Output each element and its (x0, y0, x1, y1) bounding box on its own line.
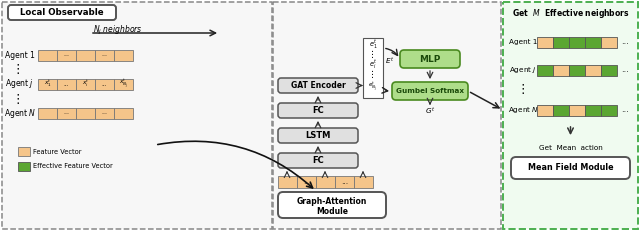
Bar (95, 79, 114, 89)
Text: ⋮: ⋮ (516, 83, 529, 97)
Text: $G^t$: $G^t$ (425, 104, 435, 116)
Text: ...: ... (102, 52, 108, 58)
Bar (38, 107, 57, 119)
Bar (38, 49, 57, 61)
Text: Agent $j$: Agent $j$ (509, 65, 537, 75)
FancyBboxPatch shape (511, 157, 630, 179)
Bar (569, 36, 585, 48)
Text: Local Observable: Local Observable (20, 8, 104, 17)
Text: ...: ... (102, 110, 108, 116)
FancyBboxPatch shape (278, 78, 358, 93)
Text: LSTM: LSTM (305, 131, 331, 140)
Bar (335, 176, 354, 188)
Bar (585, 64, 601, 76)
Bar (569, 104, 585, 116)
Bar (354, 176, 373, 188)
Text: Effective Feature Vector: Effective Feature Vector (33, 164, 113, 170)
Text: $e_1^t$: $e_1^t$ (369, 37, 378, 51)
Text: GAT Encoder: GAT Encoder (291, 81, 346, 90)
Text: $x_1^t$: $x_1^t$ (44, 79, 51, 89)
Text: ...: ... (621, 66, 629, 75)
Bar (76, 107, 95, 119)
Text: ...: ... (621, 106, 629, 115)
Text: ...: ... (64, 82, 69, 86)
Bar (76, 79, 95, 89)
Text: $e_i^t$: $e_i^t$ (369, 58, 377, 70)
Text: $x_i^t$: $x_i^t$ (82, 79, 90, 89)
Text: ...: ... (63, 52, 70, 58)
Text: $N_j$ neighbors: $N_j$ neighbors (93, 24, 143, 36)
Bar (585, 104, 601, 116)
Text: FC: FC (312, 106, 324, 115)
FancyBboxPatch shape (400, 50, 460, 68)
Text: ...: ... (303, 177, 310, 186)
Bar (363, 38, 383, 98)
Text: Agent 1: Agent 1 (509, 39, 537, 45)
Text: ...: ... (341, 177, 348, 186)
Bar (503, 2, 638, 229)
Text: ...: ... (102, 82, 108, 86)
Bar (114, 107, 133, 119)
FancyBboxPatch shape (278, 103, 358, 118)
Bar (95, 49, 114, 61)
Bar (278, 176, 297, 188)
Bar (18, 162, 30, 171)
Text: Get  Mean  action: Get Mean action (539, 145, 602, 151)
Bar (297, 176, 316, 188)
Bar (553, 64, 569, 76)
Text: Gumbel Softmax: Gumbel Softmax (396, 88, 464, 94)
Bar (537, 104, 553, 116)
Bar (569, 64, 585, 76)
Text: Agent $N$: Agent $N$ (508, 105, 538, 115)
Text: Agent 1: Agent 1 (5, 51, 35, 60)
Text: Module: Module (316, 207, 348, 216)
Bar (601, 64, 617, 76)
Bar (553, 36, 569, 48)
Text: Agent $N$: Agent $N$ (4, 106, 36, 119)
Text: $e_{N_j}^t$: $e_{N_j}^t$ (368, 81, 378, 93)
Bar (316, 176, 335, 188)
Text: FC: FC (312, 156, 324, 165)
Bar (537, 64, 553, 76)
Text: MLP: MLP (419, 55, 441, 64)
Bar (76, 49, 95, 61)
FancyBboxPatch shape (278, 153, 358, 168)
Text: $E^t$: $E^t$ (385, 55, 394, 66)
Bar (18, 147, 30, 156)
Text: Get  $M$  Effective neighbors: Get $M$ Effective neighbors (512, 6, 629, 19)
Bar (95, 107, 114, 119)
Bar (273, 2, 501, 229)
FancyBboxPatch shape (8, 5, 116, 20)
Bar (585, 36, 601, 48)
FancyBboxPatch shape (278, 192, 386, 218)
Text: ⋮: ⋮ (369, 49, 378, 58)
Text: ⋮: ⋮ (369, 70, 378, 79)
FancyBboxPatch shape (392, 82, 468, 100)
Bar (2, 2, 272, 229)
Bar (57, 107, 76, 119)
Text: ...: ... (63, 110, 70, 116)
Text: ⋮: ⋮ (12, 94, 24, 106)
Bar (114, 79, 133, 89)
Bar (57, 79, 76, 89)
Bar (601, 104, 617, 116)
Text: Mean Field Module: Mean Field Module (528, 164, 613, 173)
Text: Feature Vector: Feature Vector (33, 149, 81, 155)
Text: ⋮: ⋮ (12, 64, 24, 76)
Text: $x_{N_j}^t$: $x_{N_j}^t$ (119, 78, 128, 90)
Bar (537, 36, 553, 48)
Text: Graph-Attention: Graph-Attention (297, 198, 367, 207)
Text: Agent $j$: Agent $j$ (6, 77, 35, 91)
Text: ...: ... (621, 37, 629, 46)
Bar (114, 49, 133, 61)
Bar (553, 104, 569, 116)
Bar (57, 49, 76, 61)
Bar (38, 79, 57, 89)
Bar (601, 36, 617, 48)
FancyBboxPatch shape (278, 128, 358, 143)
